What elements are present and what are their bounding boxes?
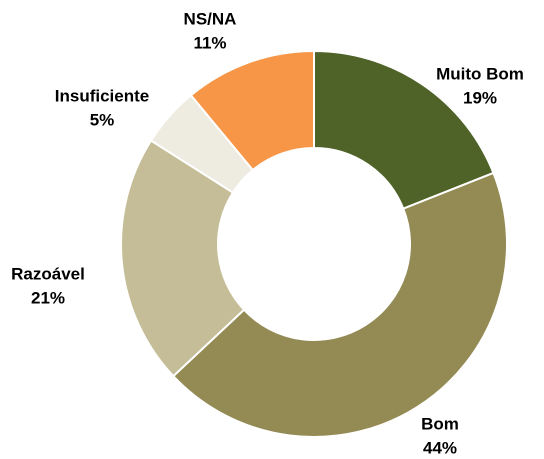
category-label: Muito Bom [436, 64, 524, 83]
category-label: Razoável [11, 264, 85, 283]
category-label: Bom [421, 414, 459, 433]
category-label: Insuficiente [55, 86, 149, 105]
value-label: 11% [193, 33, 226, 52]
category-label: NS/NA [184, 9, 237, 28]
value-label: 19% [463, 88, 497, 107]
donut-slice [189, 49, 315, 172]
donut-slice [171, 171, 508, 438]
donut-slice [120, 139, 246, 378]
value-label: 44% [423, 438, 457, 457]
value-label: 5% [90, 110, 115, 129]
value-label: 21% [31, 288, 65, 307]
donut-slice [313, 49, 495, 210]
